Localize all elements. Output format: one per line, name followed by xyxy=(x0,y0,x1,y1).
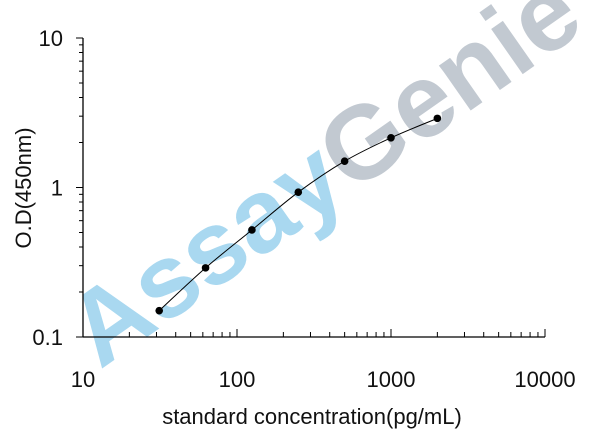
watermark-text: AssayGenie xyxy=(47,0,590,389)
y-tick-label: 1 xyxy=(51,176,63,201)
tick-labels: 0.1 1 10 10 100 1000 10000 xyxy=(32,26,575,392)
series xyxy=(155,114,442,315)
x-tick-label: 1000 xyxy=(367,367,416,392)
y-axis-title: O.D(450nm) xyxy=(11,127,36,248)
watermark: AssayGenie xyxy=(47,0,590,389)
data-point xyxy=(387,134,395,142)
watermark-genie: Genie xyxy=(298,0,590,213)
x-tick-label: 100 xyxy=(219,367,256,392)
data-point xyxy=(340,157,349,165)
y-tick-label: 10 xyxy=(39,26,63,51)
x-tick-label: 10 xyxy=(71,367,95,392)
ticks xyxy=(76,37,546,338)
watermark-assay: Assay xyxy=(47,118,365,389)
data-point xyxy=(201,264,210,272)
y-tick-label: 0.1 xyxy=(32,325,63,350)
data-point xyxy=(155,306,164,315)
x-axis-title: standard concentration(pg/mL) xyxy=(162,404,462,429)
data-point xyxy=(433,114,442,123)
data-point xyxy=(248,226,256,234)
data-point xyxy=(294,188,303,197)
x-tick-label: 10000 xyxy=(514,367,575,392)
